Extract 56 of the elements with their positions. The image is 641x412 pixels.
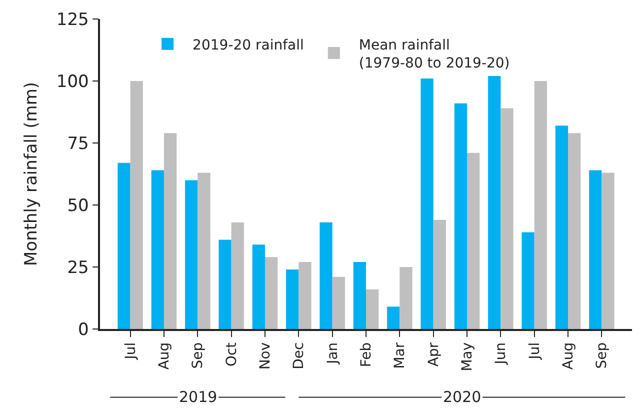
text: 2019 (179, 388, 218, 406)
x-tick-label: Nov (258, 342, 274, 370)
bar (332, 276, 345, 329)
x-tick-label: May (460, 342, 476, 372)
bar (218, 240, 232, 329)
bar (454, 103, 468, 329)
y-tick-label: 25 (67, 258, 89, 278)
bar (231, 222, 244, 329)
x-tick-label: Jul (122, 342, 139, 360)
y-tick-label: 50 (67, 196, 89, 216)
x-tick-label: Sep (594, 342, 610, 369)
x-tick-label: Aug (560, 342, 577, 370)
text: 2020 (443, 388, 482, 406)
bar (467, 152, 480, 329)
bar (500, 108, 514, 329)
x-tick-label: Aug (156, 342, 173, 370)
bar (164, 133, 177, 329)
bar (366, 289, 379, 329)
bar (433, 220, 446, 329)
y-tick-label: 125 (56, 10, 89, 30)
bar (522, 232, 534, 329)
y-tick-label: 100 (56, 72, 89, 92)
bar (198, 172, 210, 329)
x-tick-label: Feb (358, 342, 375, 368)
legend-label: 2019-20 rainfall (192, 37, 304, 54)
x-tick-label: Jul (526, 342, 543, 360)
y-tick-label: 0 (78, 320, 89, 340)
x-tick-label: Apr (426, 342, 442, 367)
y-axis-title: Monthly rainfall (mm) (21, 82, 42, 266)
legend-label: Mean rainfall (1979-80 to 2019-20) (358, 37, 510, 72)
x-tick-label: Dec (291, 342, 308, 370)
bar (320, 222, 332, 329)
x-tick-label: Sep (190, 342, 206, 369)
bar (298, 262, 312, 329)
bar (488, 76, 501, 329)
x-tick-label: Mar (392, 342, 408, 369)
bar (252, 244, 265, 329)
bar (568, 133, 581, 329)
x-tick-label: Jun (493, 342, 510, 366)
bar (185, 180, 198, 329)
bar (420, 78, 434, 329)
bar (534, 81, 547, 329)
bar (387, 306, 400, 329)
bar (286, 269, 299, 329)
bar (118, 162, 130, 329)
x-tick-label: Jan (324, 342, 341, 365)
bar (555, 126, 568, 329)
bar (130, 81, 143, 329)
bar (353, 262, 366, 329)
bar (151, 170, 164, 329)
bar (400, 267, 412, 329)
x-tick-label: Oct (224, 342, 240, 367)
y-tick-label: 75 (67, 134, 89, 154)
bar (589, 170, 602, 329)
bar (264, 257, 278, 329)
bar (602, 172, 614, 329)
